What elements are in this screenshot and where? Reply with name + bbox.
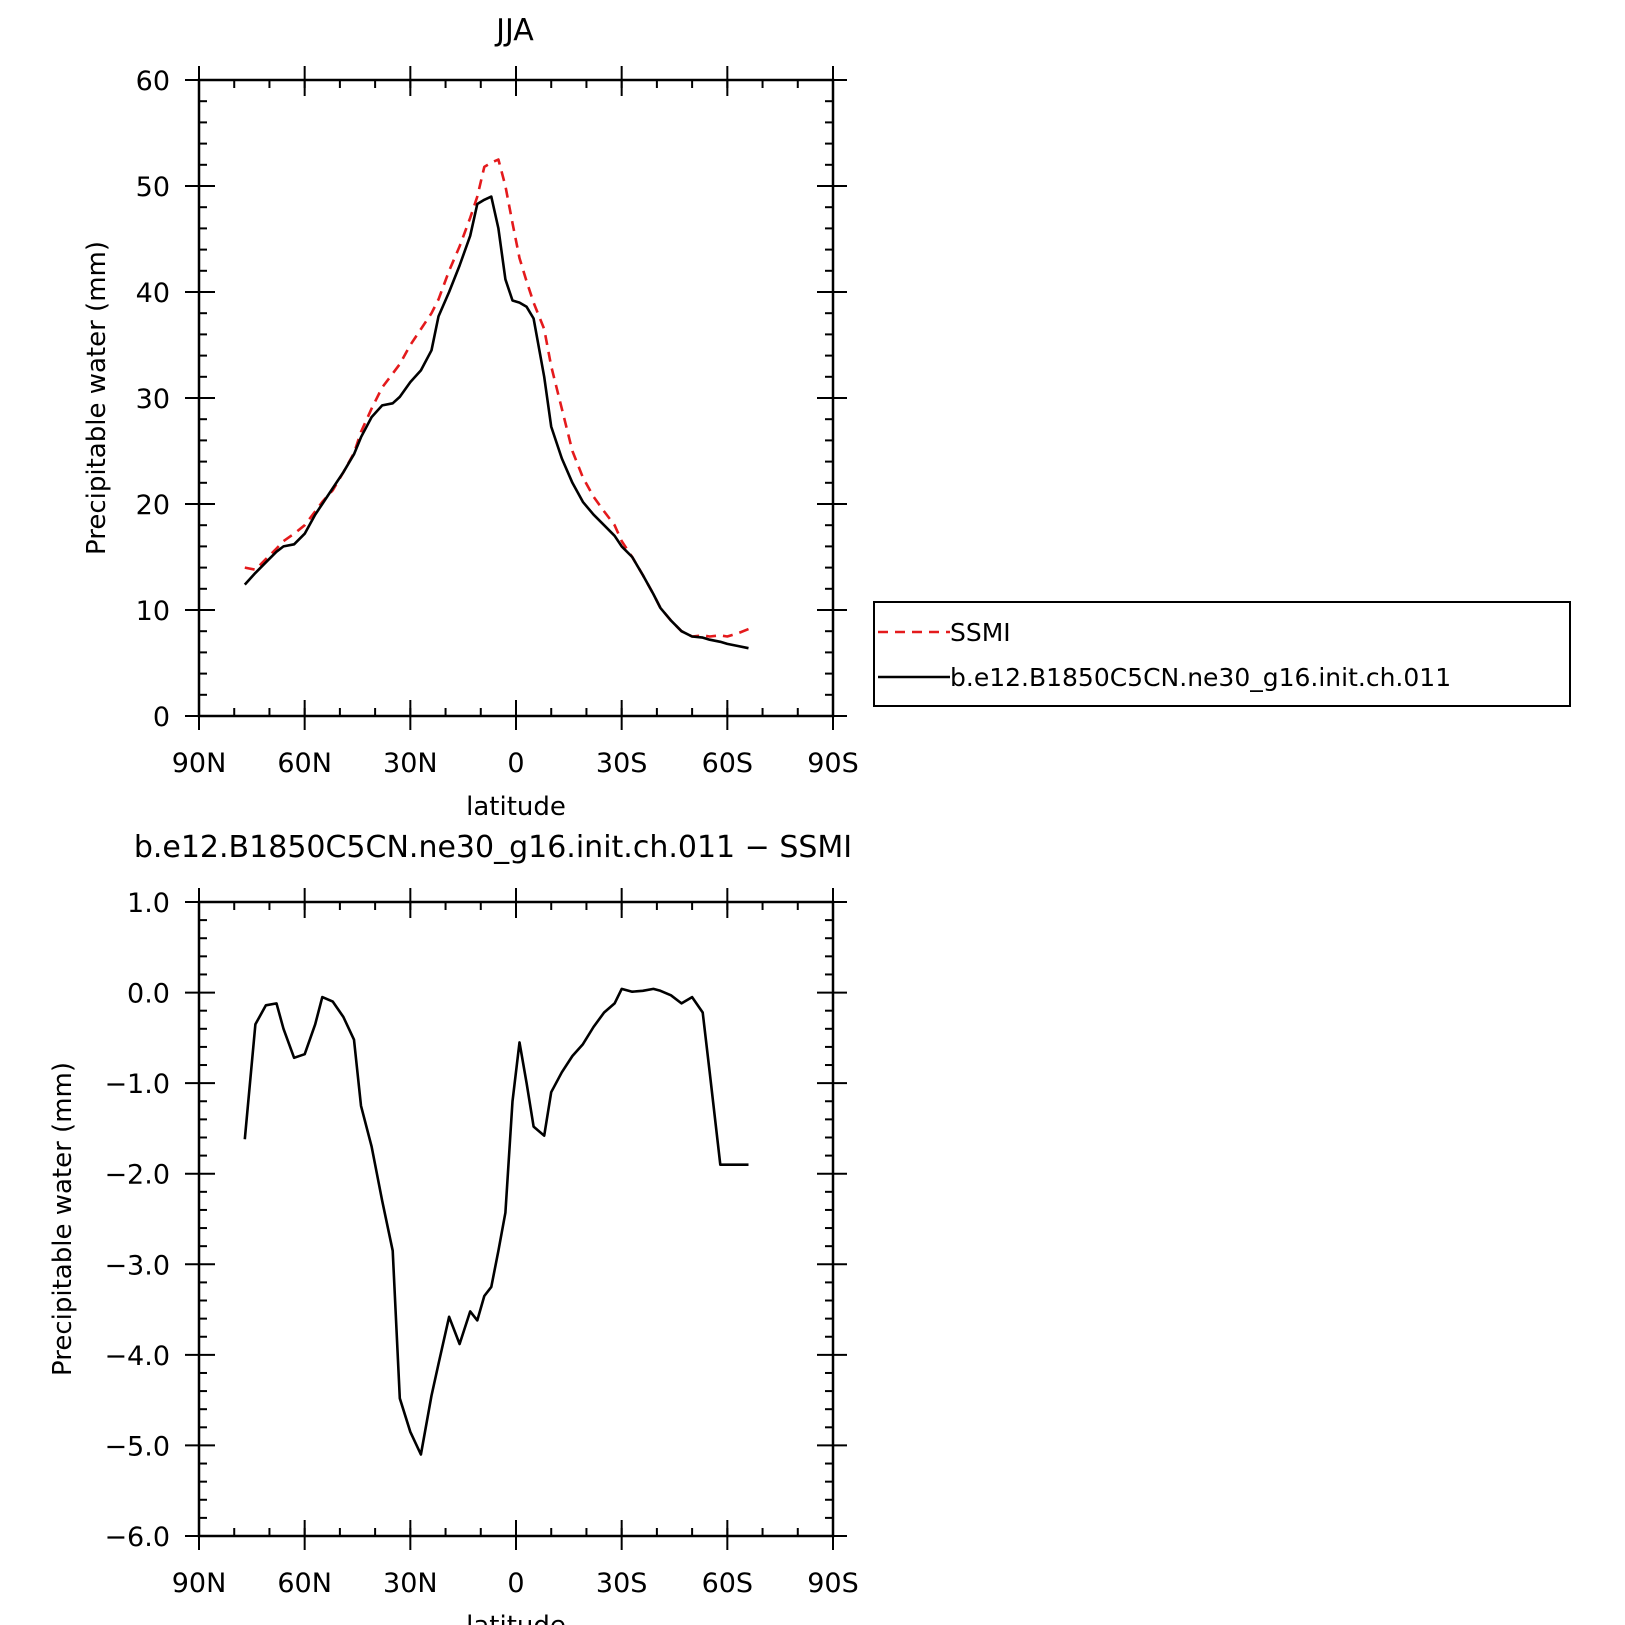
bottom-ticks bbox=[185, 888, 847, 1550]
legend-label-ssmi: SSMI bbox=[950, 618, 1011, 647]
top-y-tick-label: 20 bbox=[136, 490, 170, 521]
top-y-tick-label: 60 bbox=[136, 66, 170, 97]
legend-box bbox=[873, 601, 1571, 707]
top-x-tick-label: 90N bbox=[172, 748, 227, 779]
bottom-x-tick-label: 90N bbox=[172, 1568, 227, 1599]
legend-label-model: b.e12.B1850C5CN.ne30_g16.init.ch.011 bbox=[950, 663, 1451, 692]
top-y-tick-label: 30 bbox=[136, 384, 170, 415]
top-panel: JJA 0 10 20 30 40 50 60 90N 60N 30N 0 30S 60S 90S la… bbox=[82, 13, 859, 822]
top-y-tick-label: 40 bbox=[136, 278, 170, 309]
bottom-x-axis-title: latitude bbox=[466, 1611, 566, 1625]
bottom-y-tick-labels: 1.0 0.0 −1.0 −2.0 −3.0 −4.0 −5.0 −6.0 bbox=[104, 888, 170, 1553]
bottom-panel: b.e12.B1850C5CN.ne30_g16.init.ch.011 − S… bbox=[48, 830, 859, 1625]
top-title: JJA bbox=[494, 13, 534, 48]
bottom-y-tick-label: −4.0 bbox=[104, 1341, 170, 1372]
top-series-line-0 bbox=[244, 158, 749, 638]
top-y-axis-title: Precipitable water (mm) bbox=[82, 241, 112, 555]
bottom-x-tick-label: 30N bbox=[383, 1568, 438, 1599]
bottom-y-tick-label: 1.0 bbox=[127, 888, 170, 919]
bottom-series bbox=[243, 987, 749, 1456]
top-x-tick-label: 30S bbox=[596, 748, 648, 779]
top-x-tick-label: 30N bbox=[383, 748, 438, 779]
top-y-tick-labels: 0 10 20 30 40 50 60 bbox=[136, 66, 170, 733]
top-series-line-1 bbox=[243, 195, 749, 650]
legend: SSMI b.e12.B1850C5CN.ne30_g16.init.ch.01… bbox=[873, 601, 1571, 707]
top-x-tick-label: 60S bbox=[702, 748, 754, 779]
bottom-y-tick-label: −3.0 bbox=[104, 1250, 170, 1281]
bottom-y-tick-label: −6.0 bbox=[104, 1522, 170, 1553]
top-y-tick-label: 0 bbox=[153, 702, 170, 733]
top-x-tick-label: 60N bbox=[277, 748, 332, 779]
bottom-y-tick-label: −1.0 bbox=[104, 1069, 170, 1100]
top-x-tick-labels: 90N 60N 30N 0 30S 60S 90S bbox=[172, 748, 859, 779]
bottom-x-tick-label: 60N bbox=[277, 1568, 332, 1599]
bottom-x-tick-labels: 90N 60N 30N 0 30S 60S 90S bbox=[172, 1568, 859, 1599]
bottom-series-line-0 bbox=[243, 987, 749, 1456]
bottom-y-tick-label: −2.0 bbox=[104, 1160, 170, 1191]
top-y-tick-label: 10 bbox=[136, 596, 170, 627]
top-series bbox=[243, 158, 749, 650]
top-plot-frame bbox=[197, 78, 835, 718]
top-y-tick-label: 50 bbox=[136, 172, 170, 203]
bottom-x-tick-label: 0 bbox=[507, 1568, 524, 1599]
top-x-axis-title: latitude bbox=[466, 792, 566, 822]
bottom-x-tick-label: 90S bbox=[807, 1568, 859, 1599]
bottom-y-axis-title: Precipitable water (mm) bbox=[48, 1062, 78, 1376]
bottom-y-tick-label: 0.0 bbox=[127, 979, 170, 1010]
bottom-plot-frame bbox=[197, 900, 835, 1538]
bottom-y-tick-label: −5.0 bbox=[104, 1431, 170, 1462]
top-x-tick-label: 90S bbox=[807, 748, 859, 779]
top-x-tick-label: 0 bbox=[507, 748, 524, 779]
bottom-x-tick-label: 30S bbox=[596, 1568, 648, 1599]
bottom-x-tick-label: 60S bbox=[702, 1568, 754, 1599]
bottom-title: b.e12.B1850C5CN.ne30_g16.init.ch.011 − S… bbox=[134, 830, 852, 865]
